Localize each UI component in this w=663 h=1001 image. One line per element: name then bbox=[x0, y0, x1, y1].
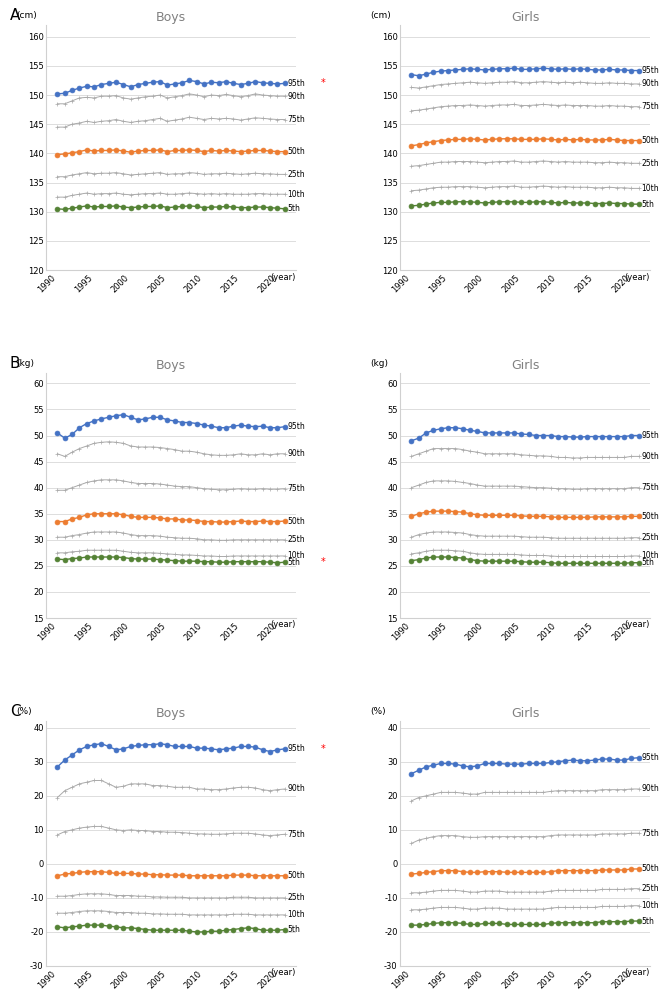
Text: 90th: 90th bbox=[642, 451, 660, 460]
Text: 10th: 10th bbox=[288, 552, 305, 561]
Text: 25th: 25th bbox=[642, 534, 659, 543]
Text: 75th: 75th bbox=[642, 483, 660, 492]
Text: (kg): (kg) bbox=[371, 359, 389, 368]
Text: (year): (year) bbox=[271, 968, 296, 977]
Text: 75th: 75th bbox=[288, 830, 306, 839]
Text: 95th: 95th bbox=[642, 431, 660, 440]
Text: 90th: 90th bbox=[288, 449, 306, 458]
Text: 10th: 10th bbox=[288, 911, 305, 919]
Text: (year): (year) bbox=[271, 272, 296, 281]
Text: (cm): (cm) bbox=[371, 11, 391, 20]
Text: (year): (year) bbox=[271, 621, 296, 630]
Text: C: C bbox=[10, 704, 21, 719]
Title: Girls: Girls bbox=[511, 358, 539, 371]
Text: 10th: 10th bbox=[642, 184, 659, 193]
Text: (cm): (cm) bbox=[17, 11, 37, 20]
Text: 5th: 5th bbox=[288, 558, 300, 567]
Text: 50th: 50th bbox=[288, 147, 306, 156]
Text: 50th: 50th bbox=[288, 517, 306, 526]
Title: Girls: Girls bbox=[511, 11, 539, 24]
Text: (kg): (kg) bbox=[17, 359, 34, 368]
Text: *: * bbox=[321, 558, 326, 568]
Text: 10th: 10th bbox=[642, 552, 659, 561]
Text: 95th: 95th bbox=[288, 745, 306, 754]
Text: A: A bbox=[10, 8, 21, 23]
Text: 25th: 25th bbox=[642, 159, 659, 168]
Text: (%): (%) bbox=[371, 707, 386, 716]
Text: *: * bbox=[321, 744, 326, 754]
Text: 25th: 25th bbox=[288, 894, 305, 902]
Text: 90th: 90th bbox=[288, 785, 306, 794]
Text: 10th: 10th bbox=[288, 190, 305, 199]
Text: 50th: 50th bbox=[642, 136, 660, 145]
Text: 90th: 90th bbox=[642, 785, 660, 794]
Text: 50th: 50th bbox=[642, 512, 660, 521]
Text: (year): (year) bbox=[625, 968, 650, 977]
Text: 95th: 95th bbox=[642, 753, 660, 762]
Text: 50th: 50th bbox=[288, 871, 306, 880]
Text: 95th: 95th bbox=[642, 66, 660, 75]
Text: 25th: 25th bbox=[288, 170, 305, 179]
Text: 25th: 25th bbox=[642, 884, 659, 893]
Text: 75th: 75th bbox=[288, 484, 306, 493]
Text: B: B bbox=[10, 356, 21, 371]
Text: 5th: 5th bbox=[288, 204, 300, 213]
Title: Boys: Boys bbox=[156, 11, 186, 24]
Text: 90th: 90th bbox=[288, 92, 306, 101]
Text: (%): (%) bbox=[17, 707, 32, 716]
Text: *: * bbox=[321, 78, 326, 88]
Text: 5th: 5th bbox=[642, 559, 654, 568]
Text: 90th: 90th bbox=[642, 79, 660, 88]
Title: Boys: Boys bbox=[156, 707, 186, 720]
Text: 10th: 10th bbox=[642, 901, 659, 910]
Title: Boys: Boys bbox=[156, 358, 186, 371]
Text: 5th: 5th bbox=[642, 917, 654, 926]
Text: (year): (year) bbox=[625, 621, 650, 630]
Text: 5th: 5th bbox=[642, 199, 654, 208]
Text: 25th: 25th bbox=[288, 536, 305, 545]
Text: 75th: 75th bbox=[642, 829, 660, 838]
Text: 95th: 95th bbox=[288, 422, 306, 431]
Text: 75th: 75th bbox=[642, 102, 660, 111]
Text: 50th: 50th bbox=[642, 865, 660, 874]
Text: (year): (year) bbox=[625, 272, 650, 281]
Title: Girls: Girls bbox=[511, 707, 539, 720]
Text: 5th: 5th bbox=[288, 925, 300, 934]
Text: 75th: 75th bbox=[288, 115, 306, 124]
Text: 95th: 95th bbox=[288, 79, 306, 88]
